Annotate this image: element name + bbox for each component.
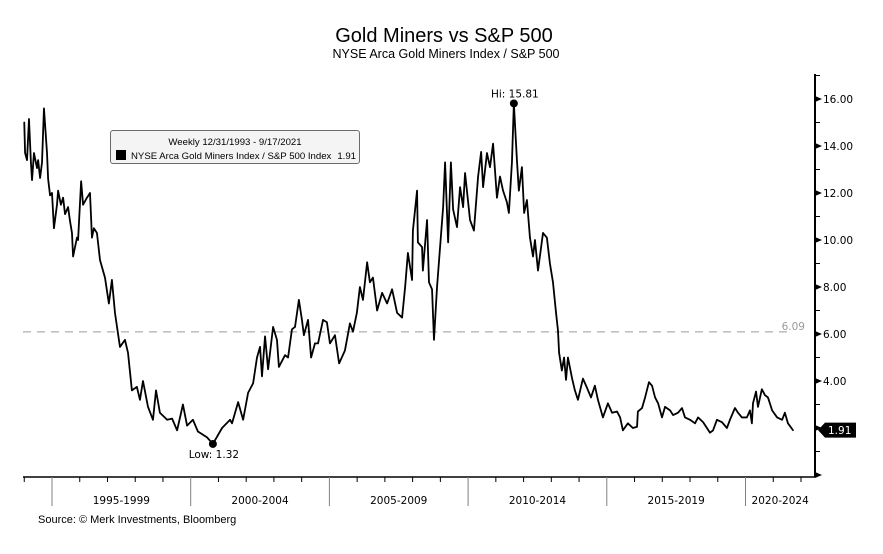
high-marker bbox=[509, 99, 518, 108]
x-period-label: 1995-1999 bbox=[93, 495, 150, 507]
y-tick-label: 10.00 bbox=[823, 235, 853, 247]
y-tick-label: 8.00 bbox=[823, 282, 846, 294]
y-major-tick bbox=[815, 96, 822, 102]
last-value-tag bbox=[818, 422, 856, 438]
plot-layer bbox=[23, 102, 794, 445]
legend-series-entry: NYSE Arca Gold Miners Index / S&P 500 In… bbox=[116, 150, 356, 162]
x-period-label: 2020-2024 bbox=[752, 495, 810, 507]
series-line bbox=[23, 102, 794, 445]
x-period-label: 2010-2014 bbox=[509, 495, 567, 507]
legend-series-value: 1.91 bbox=[337, 151, 357, 162]
y-major-tick bbox=[815, 237, 822, 243]
x-period-label: 2015-2019 bbox=[648, 495, 705, 507]
y-tick-label: 14.00 bbox=[823, 141, 853, 153]
legend-box: Weekly 12/31/1993 - 9/17/2021 NYSE Arca … bbox=[110, 130, 360, 164]
x-period-label: 2000-2004 bbox=[231, 495, 289, 507]
axes-layer: 1995-1999 2000-2004 2005-2009 2010-2014 2015… bbox=[23, 74, 853, 507]
y-major-tick bbox=[815, 143, 822, 149]
y-tick-label: 6.00 bbox=[823, 329, 846, 341]
y-major-tick bbox=[815, 284, 822, 290]
reference-layer: 6.09 bbox=[23, 321, 805, 333]
reference-line-label: 6.09 bbox=[782, 321, 805, 333]
low-marker bbox=[208, 439, 217, 448]
y-tick-label: 4.00 bbox=[823, 376, 846, 388]
annotation-layer: Hi: 15.81 Low: 1.32 1.91 bbox=[189, 88, 856, 461]
low-label: Low: 1.32 bbox=[189, 449, 239, 461]
chart-title: Gold Miners vs S&P 500 bbox=[335, 25, 553, 47]
y-major-tick bbox=[815, 331, 822, 337]
y-tick-label: 12.00 bbox=[823, 188, 853, 200]
y-tick-label: 16.00 bbox=[823, 94, 853, 106]
y-major-tick bbox=[815, 190, 822, 196]
legend-swatch bbox=[116, 150, 126, 160]
last-value-label: 1.91 bbox=[828, 425, 851, 437]
y-major-tick bbox=[815, 378, 822, 384]
legend-series-label: NYSE Arca Gold Miners Index / S&P 500 In… bbox=[131, 151, 332, 162]
x-period-label: 2005-2009 bbox=[370, 495, 427, 507]
y-major-tick bbox=[815, 425, 822, 431]
source-note: Source: © Merk Investments, Bloomberg bbox=[38, 514, 236, 526]
legend-period: Weekly 12/31/1993 - 9/17/2021 bbox=[168, 137, 302, 148]
y-major-tick bbox=[815, 472, 822, 478]
high-label: Hi: 15.81 bbox=[491, 88, 539, 100]
chart-subtitle: NYSE Arca Gold Miners Index / S&P 500 bbox=[333, 47, 560, 61]
